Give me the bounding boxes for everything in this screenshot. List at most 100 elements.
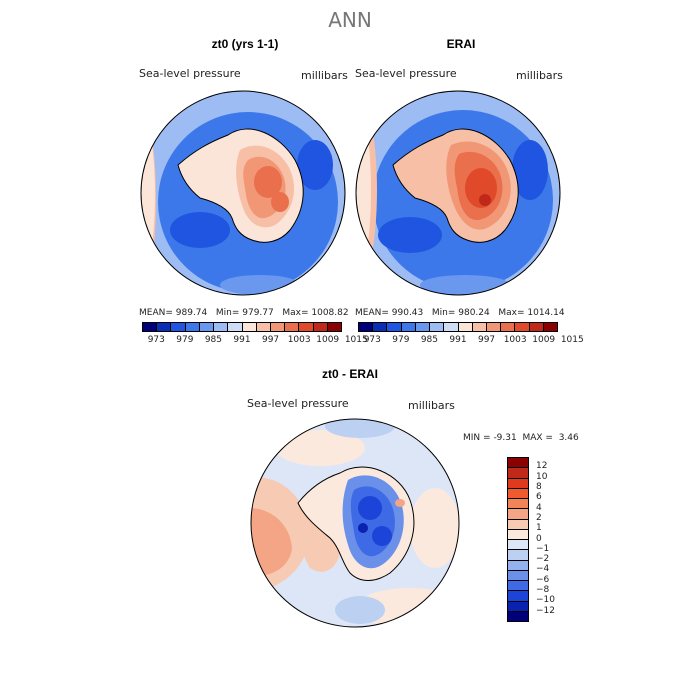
page-title: ANN	[328, 8, 372, 32]
panel-2-colorbar-tick-label: 979	[392, 335, 410, 345]
panel-2-colorbar-swatch	[501, 323, 516, 331]
panel-2-colorbar-swatch	[359, 323, 374, 331]
diff-colorbar-tick-label: 2	[536, 512, 542, 523]
panel-1-colorbar-tick-label: 991	[233, 335, 251, 345]
diff-colorbar-tick-label: 0	[536, 533, 542, 544]
diff-colorbar-tick-label: 1	[536, 523, 542, 534]
diff-colorbar-swatch	[508, 550, 528, 561]
panel-1-title: zt0 (yrs 1-1)	[211, 37, 279, 51]
panel-2-colorbar-swatch	[415, 323, 431, 331]
diff-units: millibars	[408, 399, 455, 412]
diff-colorbar-tick-label: −1	[536, 543, 550, 554]
panel-2-colorbar-tick-label: 997	[477, 335, 496, 345]
panel-1-colorbar-tick-label: 973	[147, 335, 165, 345]
panel-2-variable: Sea-level pressure	[355, 67, 457, 80]
diff-colorbar-swatch	[508, 540, 528, 551]
panel-1-map	[140, 90, 346, 296]
panel-1-colorbar-swatch	[143, 323, 158, 331]
panel-2-colorbar-tick-label: 973	[363, 335, 381, 345]
panel-1-variable: Sea-level pressure	[139, 67, 241, 80]
diff-colorbar-tick-label: 4	[536, 502, 542, 513]
diff-colorbar-tick-label: 8	[536, 481, 542, 492]
panel-1-colorbar-ticks: 973 979 985 991 997 1003 1009 1015	[142, 335, 368, 347]
diff-colorbar-ticks: 12 10 8 6 4 2 1 0 −1 −2 −4 −6 −8 −10 −12	[536, 457, 576, 622]
panel-2-stats: MEAN= 990.43 Min= 980.24 Max= 1014.14	[355, 308, 565, 318]
diff-stats: MIN = -9.31 MAX = 3.46	[463, 433, 579, 443]
panel-2-colorbar-swatch	[430, 323, 445, 331]
panel-1-stats: MEAN= 989.74 Min= 979.77 Max= 1008.82	[139, 308, 349, 318]
diff-colorbar-tick-label: −8	[536, 585, 550, 596]
panel-2-colorbar-tick-label: 1015	[560, 335, 584, 345]
diff-title: zt0 - ERAI	[321, 367, 378, 381]
panel-2-colorbar-swatch	[515, 323, 530, 331]
panel-2-colorbar-tick-label: 1009	[532, 335, 556, 345]
panel-2-colorbar	[358, 322, 558, 332]
panel-1-colorbar-tick-label: 997	[261, 335, 280, 345]
panel-1-colorbar-swatch	[199, 323, 215, 331]
panel-2-min-label: Min=	[431, 308, 456, 318]
panel-2-colorbar-swatch	[373, 323, 388, 331]
diff-max: 3.46	[558, 433, 579, 443]
diff-colorbar-swatch	[508, 611, 528, 621]
panel-1-colorbar-tick-label: 979	[176, 335, 194, 345]
diff-colorbar	[507, 457, 529, 622]
panel-2-map	[355, 90, 561, 296]
panel-1-colorbar-swatch	[270, 323, 286, 331]
panel-1-colorbar-swatch	[157, 323, 172, 331]
panel-1-colorbar-swatch	[327, 323, 342, 331]
panel-2-colorbar-swatch	[458, 323, 473, 331]
panel-1-colorbar-swatch	[228, 323, 243, 331]
panel-2-units: millibars	[516, 69, 563, 82]
diff-colorbar-tick-label: −10	[536, 595, 555, 606]
panel-2-colorbar-swatch	[543, 323, 558, 331]
panel-2-min: 980.24	[458, 308, 490, 318]
panel-1-max: 1008.82	[311, 308, 349, 318]
panel-1-colorbar-swatch	[313, 323, 328, 331]
panel-1-colorbar-swatch	[242, 323, 257, 331]
diff-map	[250, 418, 460, 628]
panel-1-units: millibars	[301, 69, 348, 82]
diff-colorbar-swatch	[508, 478, 528, 489]
diff-max-label: MAX =	[522, 433, 553, 443]
panel-1-max-label: Max=	[282, 308, 309, 318]
panel-1-colorbar	[142, 322, 342, 332]
panel-2-colorbar-swatch	[401, 323, 416, 331]
panel-1-min: 979.77	[242, 308, 274, 318]
diff-colorbar-swatch	[508, 509, 528, 520]
panel-1-colorbar-swatch	[171, 323, 186, 331]
diff-colorbar-swatch	[508, 488, 528, 499]
panel-1-min-label: Min=	[215, 308, 240, 318]
diff-colorbar-swatch	[508, 570, 528, 581]
panel-2-title: ERAI	[446, 37, 476, 51]
diff-colorbar-swatch	[508, 581, 528, 592]
diff-colorbar-swatch	[508, 560, 528, 571]
diff-colorbar-tick-label: 10	[536, 471, 548, 482]
panel-2-colorbar-tick-label: 991	[449, 335, 467, 345]
diff-colorbar-swatch	[508, 529, 528, 540]
panel-1-colorbar-tick-label: 1015	[344, 335, 368, 345]
diff-colorbar-tick-label: 6	[536, 492, 542, 503]
diff-colorbar-tick-label: −12	[536, 605, 555, 616]
panel-1-colorbar-swatch	[185, 323, 200, 331]
diff-colorbar-swatch	[508, 601, 528, 612]
panel-1-mean-label: MEAN=	[139, 308, 173, 318]
diff-colorbar-swatch	[508, 499, 528, 510]
panel-2-mean-label: MEAN=	[355, 308, 389, 318]
panel-1-colorbar-tick-label: 1003	[287, 335, 311, 345]
diff-colorbar-swatch	[508, 519, 528, 530]
panel-2-colorbar-swatch	[486, 323, 502, 331]
panel-2-max: 1014.14	[527, 308, 565, 318]
diff-colorbar-tick-label: −4	[536, 564, 550, 575]
diff-colorbar-tick-label: −6	[536, 574, 550, 585]
diff-colorbar-swatch	[508, 591, 528, 602]
diff-colorbar-tick-label: 12	[536, 461, 548, 472]
panel-1-colorbar-swatch	[214, 323, 229, 331]
panel-2-colorbar-swatch	[387, 323, 402, 331]
panel-2-mean: 990.43	[391, 308, 424, 318]
panel-2-colorbar-tick-label: 1003	[503, 335, 527, 345]
diff-min-label: MIN =	[463, 433, 491, 443]
panel-2-colorbar-swatch	[444, 323, 459, 331]
diff-colorbar-tick-label: −2	[536, 554, 550, 565]
diff-min: -9.31	[493, 433, 517, 443]
diff-colorbar-swatch	[508, 468, 528, 479]
